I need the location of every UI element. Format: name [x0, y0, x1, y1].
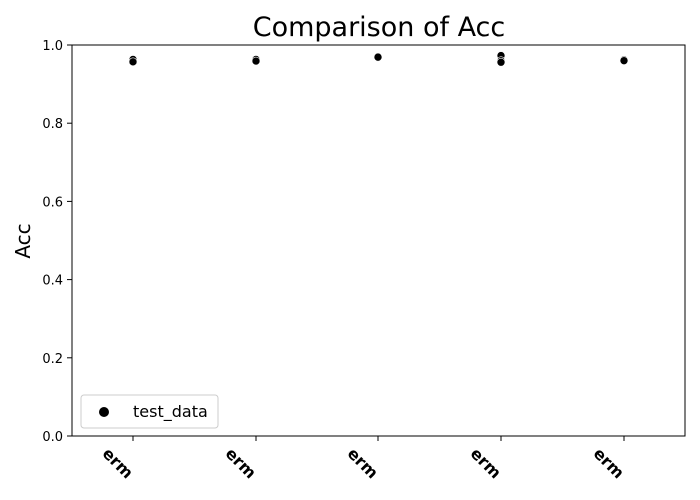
legend-label: test_data [133, 402, 208, 422]
data-point [251, 56, 261, 66]
y-axis-label: Acc [11, 223, 35, 258]
y-axis-ticks: 0.0 0.2 0.4 0.6 0.8 1.0 [42, 39, 72, 445]
y-tick-label: 0.6 [42, 195, 63, 210]
data-point [128, 57, 138, 67]
data-point [619, 56, 629, 65]
legend: test_data [80, 394, 219, 429]
y-tick-label: 0.0 [42, 430, 63, 445]
plot-area-frame [71, 44, 686, 437]
y-tick-label: 1.0 [42, 39, 63, 54]
data-point [496, 57, 506, 67]
y-tick-label: 0.4 [42, 274, 63, 289]
legend-marker [99, 407, 109, 417]
y-tick-label: 0.8 [42, 117, 63, 132]
legend-box [80, 394, 219, 429]
data-points [128, 51, 629, 67]
chart-title: Comparison of Acc [253, 12, 506, 43]
data-point [373, 52, 383, 62]
y-tick-label: 0.2 [42, 352, 63, 367]
